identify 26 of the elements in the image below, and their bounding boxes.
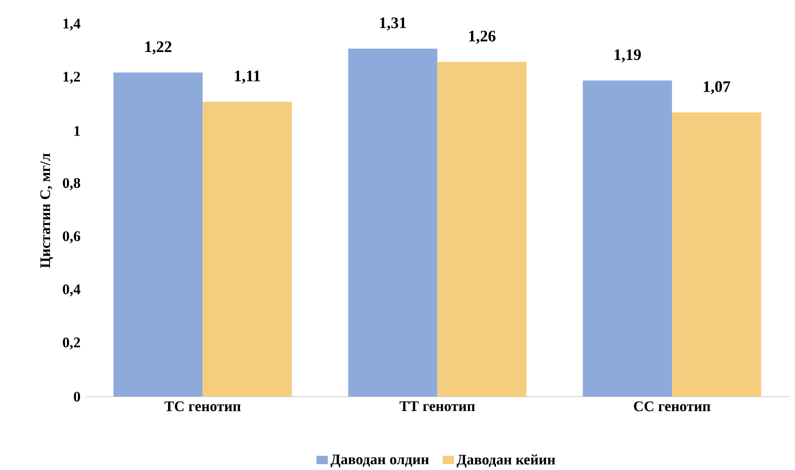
y-tick-label: 0,4 — [62, 284, 80, 296]
bar — [202, 102, 292, 397]
data-label: 1,22 — [145, 41, 172, 54]
legend-label: Даводан кейин — [456, 454, 556, 468]
bar — [348, 48, 438, 397]
data-label: 1,11 — [234, 70, 260, 84]
data-label: 1,07 — [704, 81, 730, 94]
y-tick-label: 0,6 — [62, 231, 80, 244]
y-tick-label: 0,8 — [62, 178, 80, 190]
y-tick-label: 0 — [74, 392, 80, 402]
legend-label: Даводан олдин — [330, 454, 429, 468]
x-tick-label: ТТ генотип — [400, 401, 475, 412]
bar — [582, 80, 672, 397]
bar — [672, 112, 762, 397]
data-label: 1,31 — [380, 17, 406, 31]
bar — [437, 62, 527, 397]
bar — [114, 72, 203, 397]
y-tick-label: 1 — [74, 126, 80, 136]
x-tick-label: СС генотип — [634, 401, 710, 412]
data-label: 1,19 — [614, 49, 641, 62]
x-tick-label: ТС генотип — [164, 401, 241, 412]
data-label: 1,26 — [469, 30, 496, 44]
y-axis-title: Цистатин С, мг/л — [40, 153, 54, 268]
y-tick-label: 1,2 — [63, 72, 80, 84]
y-tick-label: 1,4 — [63, 18, 80, 31]
y-tick-label: 0,2 — [62, 338, 80, 350]
